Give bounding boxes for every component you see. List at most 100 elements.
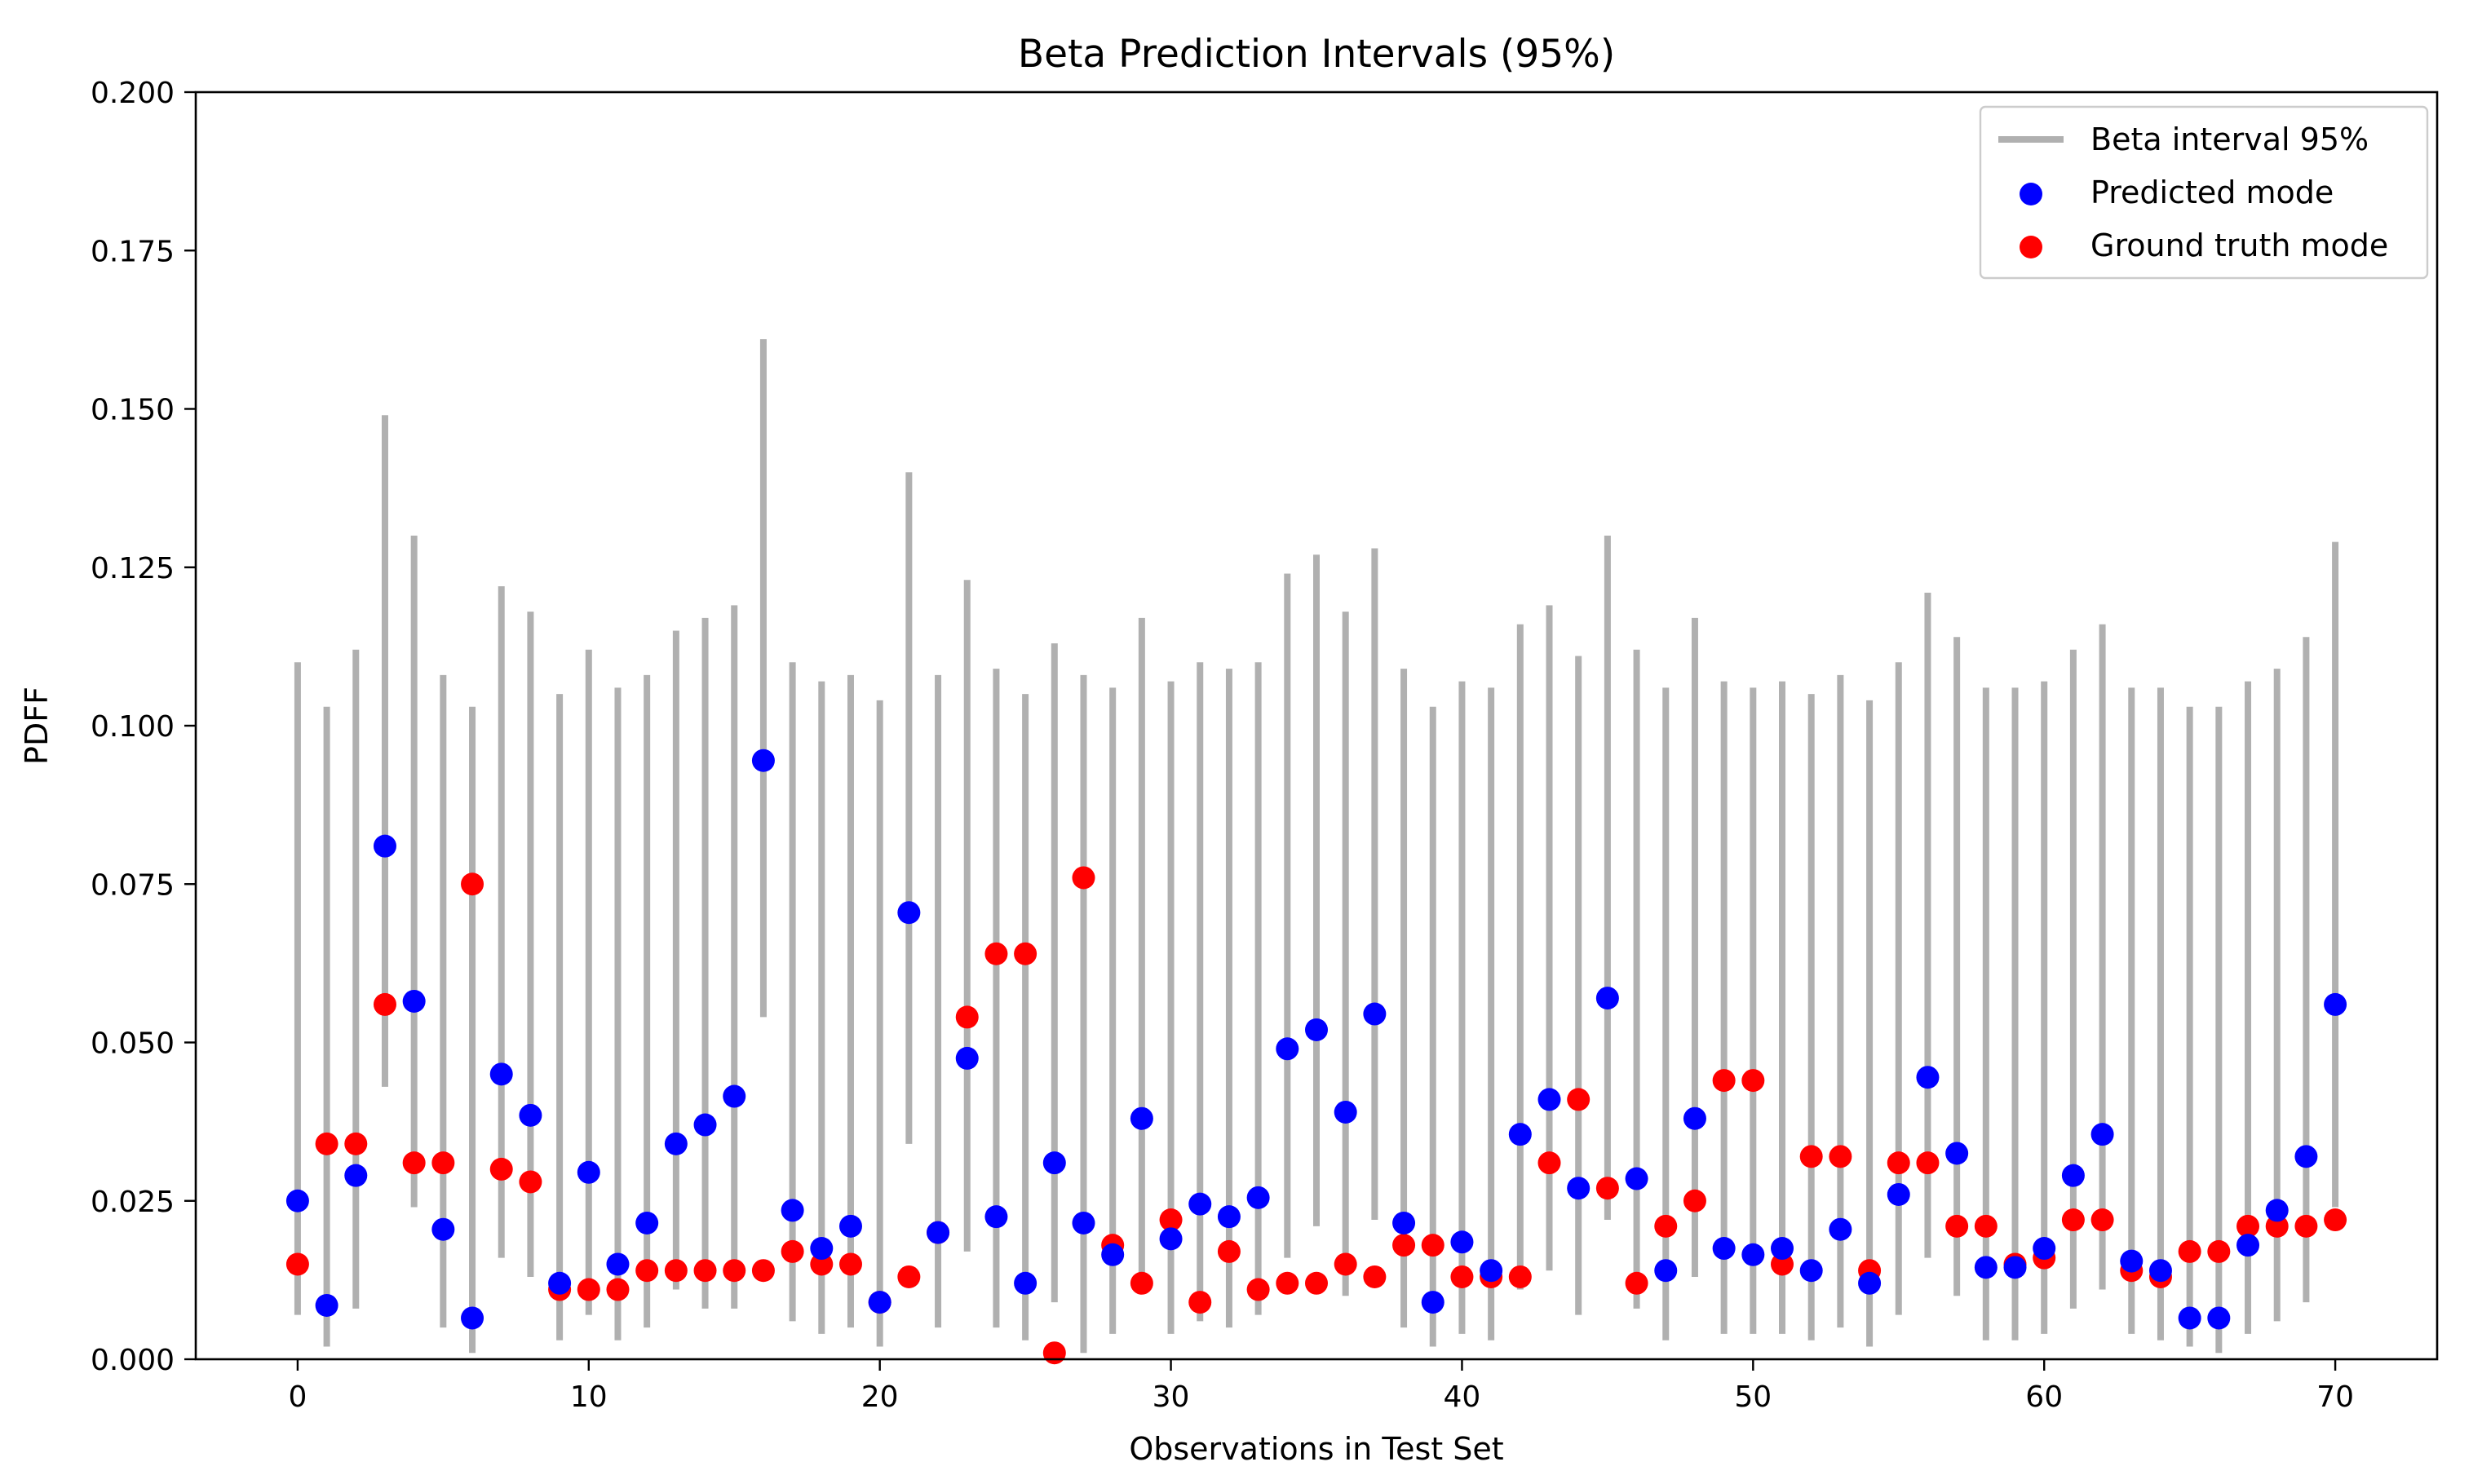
ground-truth-point <box>1421 1234 1445 1257</box>
ground-truth-point <box>1392 1234 1416 1257</box>
legend-label: Predicted mode <box>2090 174 2334 210</box>
predicted-point <box>1480 1259 1503 1283</box>
predicted-point <box>519 1103 542 1127</box>
x-tick-label: 70 <box>2316 1380 2354 1414</box>
ground-truth-point <box>1829 1145 1852 1168</box>
predicted-point <box>1217 1205 1241 1229</box>
ground-truth-point <box>1537 1151 1561 1175</box>
predicted-point <box>548 1271 572 1295</box>
ground-truth-point <box>838 1252 862 1276</box>
ground-truth-point <box>664 1259 688 1283</box>
predicted-point <box>2324 992 2347 1016</box>
legend-predicted-swatch <box>2020 183 2042 205</box>
y-tick-label: 0.100 <box>91 710 175 744</box>
predicted-point <box>1450 1230 1474 1254</box>
ground-truth-point <box>373 992 396 1016</box>
predicted-point <box>2148 1259 2172 1283</box>
predicted-point <box>402 989 426 1013</box>
ground-truth-point <box>1450 1265 1474 1288</box>
ground-truth-layer <box>285 866 2347 1365</box>
predicted-point <box>1974 1256 1998 1279</box>
ground-truth-point <box>1305 1271 1328 1295</box>
ground-truth-point <box>1334 1252 1357 1276</box>
ground-truth-point <box>2294 1214 2318 1238</box>
y-tick-label: 0.025 <box>91 1186 175 1219</box>
ground-truth-point <box>2178 1239 2201 1263</box>
predicted-point <box>1276 1037 1299 1061</box>
ground-truth-point <box>751 1259 775 1283</box>
predicted-point <box>1130 1106 1153 1130</box>
predicted-point <box>2207 1306 2231 1330</box>
ground-truth-point <box>2265 1214 2289 1238</box>
predicted-point <box>2061 1164 2085 1187</box>
ground-truth-point <box>1654 1214 1678 1238</box>
predicted-layer <box>285 749 2347 1330</box>
predicted-point <box>1654 1259 1678 1283</box>
legend-label: Ground truth mode <box>2090 227 2388 263</box>
predicted-point <box>2120 1249 2144 1273</box>
ground-truth-point <box>402 1151 426 1175</box>
y-tick-label: 0.175 <box>91 235 175 268</box>
ground-truth-point <box>810 1252 834 1276</box>
ground-truth-point <box>489 1157 513 1181</box>
ground-truth-point <box>1741 1069 1765 1093</box>
ground-truth-point <box>461 872 484 896</box>
ground-truth-point <box>1159 1208 1183 1232</box>
predicted-point <box>489 1062 513 1086</box>
predicted-point <box>635 1211 659 1234</box>
predicted-point <box>344 1164 368 1187</box>
predicted-point <box>723 1084 746 1108</box>
ground-truth-point <box>1130 1271 1153 1295</box>
x-axis-ticks: 0 10 20 30 40 50 60 70 <box>288 1359 2354 1414</box>
predicted-point <box>1101 1243 1125 1266</box>
predicted-point <box>461 1306 484 1330</box>
predicted-point <box>868 1291 891 1314</box>
ground-truth-point <box>635 1259 659 1283</box>
y-tick-label: 0.000 <box>91 1344 175 1377</box>
legend-box <box>1979 105 2429 280</box>
y-tick-label: 0.150 <box>91 394 175 427</box>
predicted-point <box>1887 1182 1910 1206</box>
predicted-point <box>1916 1066 1940 1089</box>
predicted-point <box>1537 1088 1561 1111</box>
legend: Beta interval 95% Predicted mode Ground tr… <box>1979 105 2429 280</box>
ground-truth-point <box>1014 942 1037 965</box>
ground-truth-point <box>2090 1208 2114 1232</box>
x-tick-label: 10 <box>570 1380 608 1414</box>
predicted-point <box>1771 1237 1794 1261</box>
ground-truth-point <box>577 1278 600 1301</box>
predicted-point <box>373 834 396 858</box>
ground-truth-point <box>1072 866 1095 890</box>
ground-truth-point <box>2207 1239 2231 1263</box>
x-tick-label: 40 <box>1444 1380 1481 1414</box>
x-tick-label: 30 <box>1153 1380 1190 1414</box>
predicted-point <box>1246 1186 1270 1209</box>
predicted-point <box>1392 1211 1416 1234</box>
ground-truth-point <box>984 942 1008 965</box>
predicted-point <box>2236 1234 2260 1257</box>
ground-truth-point <box>1217 1239 1241 1263</box>
predicted-point <box>2003 1256 2027 1279</box>
ground-truth-point <box>2236 1214 2260 1238</box>
predicted-point <box>1363 1002 1387 1026</box>
y-axis-label: PDFF <box>19 687 55 765</box>
predicted-point <box>1945 1142 1969 1165</box>
y-tick-label: 0.050 <box>91 1027 175 1061</box>
ground-truth-point <box>285 1252 309 1276</box>
ground-truth-point <box>1712 1069 1736 1093</box>
predicted-point <box>1305 1018 1328 1041</box>
ground-truth-point <box>1945 1214 1969 1238</box>
ground-truth-point <box>519 1170 542 1194</box>
predicted-point <box>1799 1259 1823 1283</box>
predicted-point <box>606 1252 630 1276</box>
ground-truth-point <box>781 1239 804 1263</box>
predicted-point <box>781 1199 804 1222</box>
predicted-point <box>838 1214 862 1238</box>
predicted-point <box>577 1160 600 1184</box>
ground-truth-point <box>2061 1208 2085 1232</box>
ground-truth-point <box>1683 1189 1706 1212</box>
ground-truth-point <box>897 1265 921 1288</box>
predicted-point <box>1014 1271 1037 1295</box>
legend-truth-swatch <box>2020 236 2042 258</box>
